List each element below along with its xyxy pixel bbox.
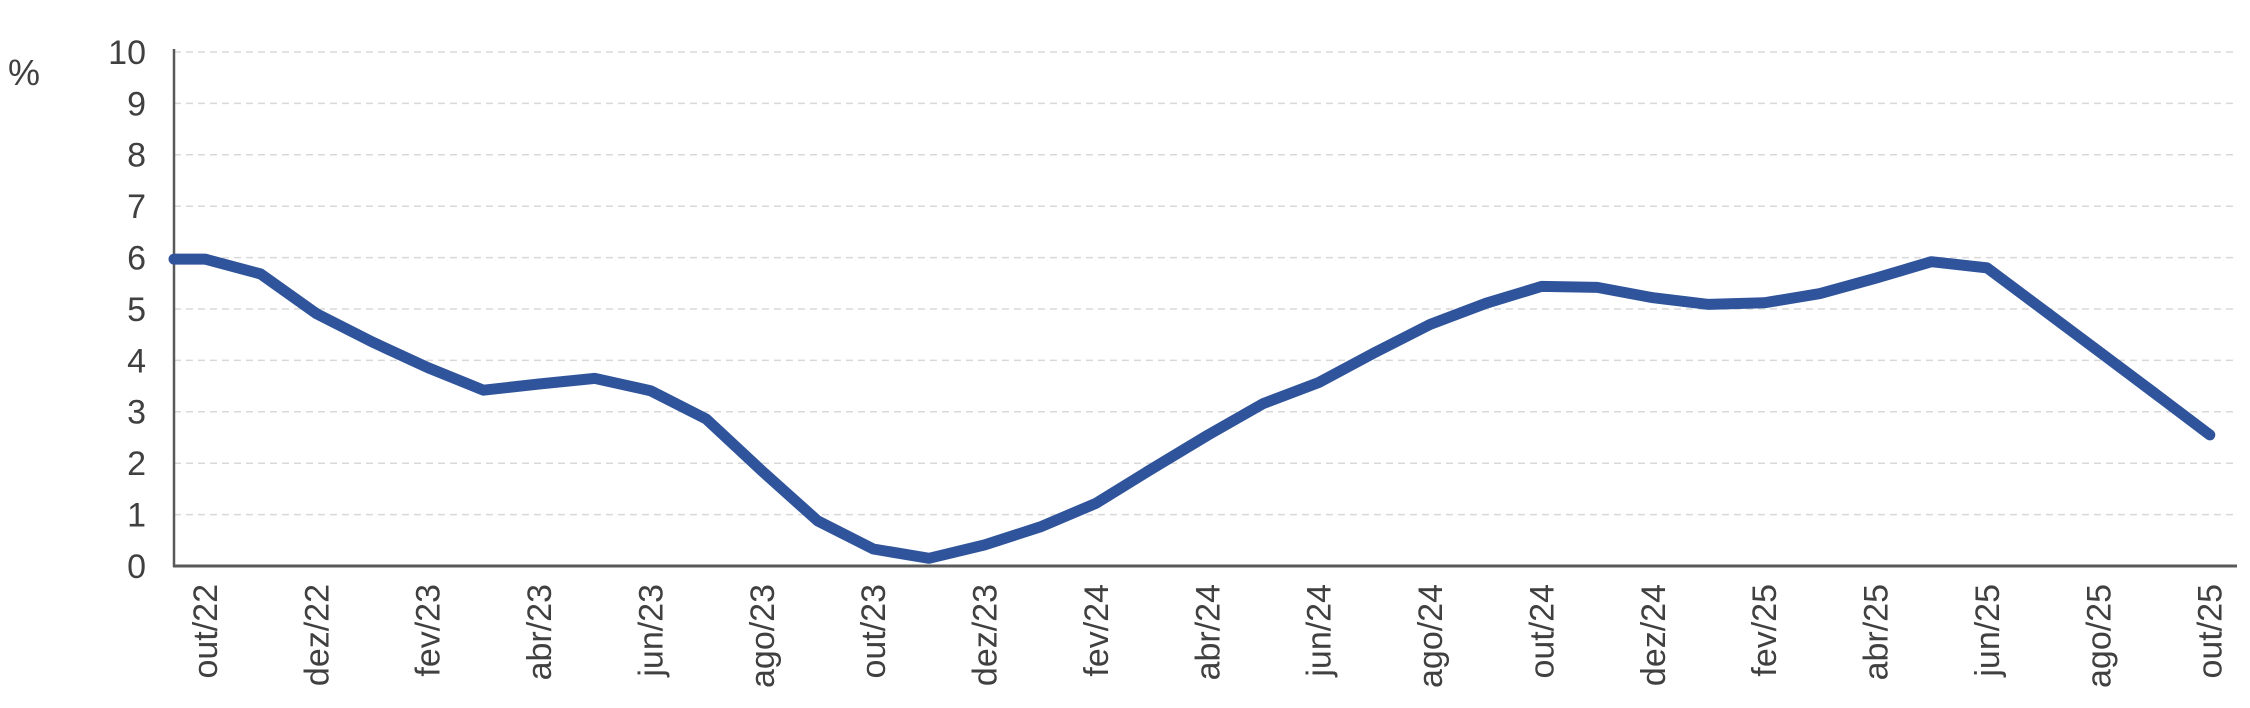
y-tick-label: 5: [127, 291, 146, 329]
x-tick-label: ago/23: [744, 584, 782, 688]
x-tick-label: dez/23: [967, 584, 1005, 686]
x-tick-label: jun/23: [632, 584, 670, 678]
y-axis-unit-label: %: [8, 52, 41, 93]
x-tick-label: jun/24: [1301, 584, 1339, 678]
x-tick-label: jun/25: [1969, 584, 2007, 678]
y-tick-label: 10: [108, 34, 146, 72]
y-tick-label: 6: [127, 240, 146, 278]
x-tick-labels: out/22 dez/22 fev/23 abr/23 jun/23 ago/23 out/…: [187, 584, 2230, 688]
y-tick-label: 7: [127, 188, 146, 226]
x-tick-label: dez/22: [298, 584, 336, 686]
x-tick-label: abr/25: [1858, 584, 1896, 680]
gridlines: [174, 51, 2237, 516]
x-tick-label: ago/25: [2080, 584, 2118, 688]
x-tick-label: out/23: [855, 584, 893, 679]
axes: [172, 49, 2237, 568]
x-tick-label: fev/24: [1078, 584, 1116, 677]
x-tick-label: abr/24: [1189, 584, 1227, 680]
x-tick-label: fev/23: [410, 584, 448, 677]
y-tick-label: 0: [127, 548, 146, 586]
x-tick-label: fev/25: [1746, 584, 1784, 677]
y-tick-label: 2: [127, 445, 146, 483]
y-tick-label: 4: [127, 342, 146, 380]
y-tick-label: 8: [127, 137, 146, 175]
x-tick-label: ago/24: [1412, 584, 1450, 688]
y-tick-label: 9: [127, 85, 146, 123]
x-tick-label: out/25: [2192, 584, 2230, 679]
x-tick-label: abr/23: [521, 584, 559, 680]
x-tick-label: dez/24: [1635, 584, 1673, 686]
y-tick-labels: 0 1 2 3 4 5 6 7 8 9 10: [108, 34, 146, 586]
x-tick-label: out/22: [187, 584, 225, 679]
y-tick-label: 1: [127, 497, 146, 535]
data-line-series: [168, 253, 2216, 564]
y-tick-label: 3: [127, 394, 146, 432]
x-tick-label: out/24: [1523, 584, 1561, 679]
